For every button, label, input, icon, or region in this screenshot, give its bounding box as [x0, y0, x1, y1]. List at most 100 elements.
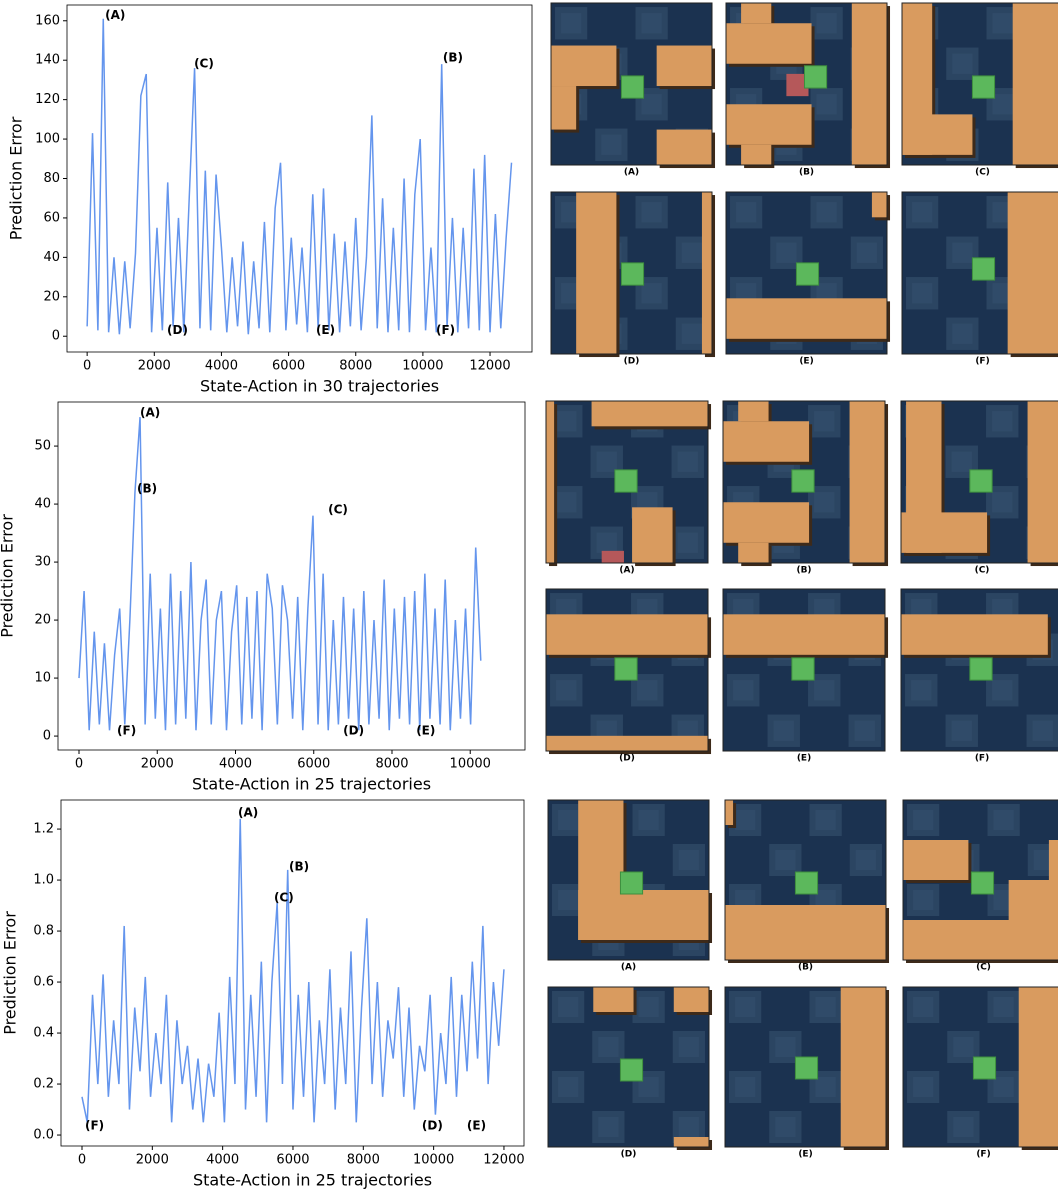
annotation: (F): [85, 1119, 104, 1133]
thumbnail: [722, 400, 889, 567]
wall: [1012, 3, 1058, 165]
agent: [970, 871, 995, 895]
y-tick-label: 0.8: [33, 924, 54, 939]
thumbnail-frame: [724, 986, 887, 1148]
wall: [546, 735, 708, 751]
thumbnail-label: (C): [975, 168, 990, 178]
y-tick-label: 60: [43, 210, 60, 225]
annotation: (D): [167, 323, 188, 337]
wall: [551, 45, 617, 87]
annotation: (A): [105, 8, 125, 22]
thumbnail-label: (F): [975, 754, 989, 764]
x-tick-label: 12000: [483, 1153, 524, 1168]
y-tick-label: 30: [34, 555, 51, 570]
wall: [726, 23, 812, 64]
agent: [791, 469, 815, 493]
wall: [593, 987, 634, 1012]
wall: [725, 905, 886, 960]
x-tick-label: 10000: [402, 359, 443, 374]
x-tick-label: 2000: [138, 359, 171, 374]
thumbnail-label: (D): [619, 754, 635, 764]
agent: [619, 871, 644, 895]
x-axis-label: State-Action in 25 trajectories: [192, 775, 431, 794]
wall: [701, 192, 712, 354]
thumbnail-frame: [547, 986, 710, 1148]
thumbnail: [547, 986, 713, 1150]
y-tick-label: 140: [35, 53, 60, 68]
agent: [972, 1056, 997, 1080]
agent: [794, 1056, 819, 1080]
thumbnail-label: (C): [975, 566, 990, 576]
y-tick-label: 20: [43, 289, 60, 304]
wall: [576, 192, 617, 354]
annotation: (E): [416, 723, 435, 737]
thumbnail-frame: [901, 2, 1058, 166]
thumbnail-frame: [545, 400, 709, 564]
agent: [619, 1058, 644, 1082]
agent: [969, 657, 993, 681]
thumbnail-label: (B): [799, 168, 814, 178]
thumbnail-label: (C): [976, 963, 991, 973]
annotation: (B): [443, 51, 463, 65]
y-tick-label: 1.0: [33, 873, 54, 888]
thumbnail-frame: [724, 799, 887, 961]
wall: [656, 45, 712, 87]
wall: [591, 401, 708, 427]
wall: [632, 507, 673, 563]
agent: [614, 469, 638, 493]
thumbnail: [545, 400, 712, 567]
wall: [723, 502, 810, 543]
wall: [741, 3, 772, 24]
thumbnail-frame: [547, 799, 710, 961]
thumbnail: [725, 191, 891, 355]
wall: [723, 614, 885, 655]
wall: [551, 86, 577, 130]
annotation: (A): [140, 406, 160, 420]
annotation: (D): [422, 1119, 443, 1133]
agent: [971, 75, 996, 99]
thumbnail-frame: [902, 986, 1058, 1148]
thumbnail-label: (E): [797, 754, 811, 764]
data-line: [78, 417, 482, 731]
thumbnail-frame: [550, 191, 713, 355]
annotation: (F): [436, 323, 455, 337]
annotation: (C): [274, 891, 294, 905]
wall: [725, 800, 734, 825]
y-tick-label: 50: [34, 439, 51, 454]
thumbnail: [724, 986, 890, 1150]
thumbnail-label: (A): [621, 963, 636, 973]
y-tick-label: 1.2: [33, 822, 54, 837]
y-axis-label: Prediction Error: [0, 514, 17, 638]
x-tick-label: 4000: [205, 359, 238, 374]
y-tick-label: 0.6: [33, 975, 54, 990]
wall: [656, 129, 712, 165]
thumbnail-frame: [550, 2, 713, 166]
annotation: (B): [289, 860, 309, 874]
x-tick-label: 10000: [413, 1153, 454, 1168]
thumbnail-frame: [722, 400, 886, 564]
wall: [902, 114, 973, 155]
thumbnail-label: (E): [798, 1150, 812, 1160]
agent: [803, 65, 828, 89]
y-tick-label: 0.0: [33, 1128, 54, 1143]
wall: [1027, 401, 1058, 563]
y-tick-label: 80: [43, 171, 60, 186]
thumbnail-frame: [900, 588, 1058, 752]
annotation: (E): [467, 1119, 486, 1133]
thumbnail: [902, 986, 1058, 1150]
wall: [840, 987, 886, 1147]
y-tick-label: 120: [35, 92, 60, 107]
x-tick-label: 0: [75, 757, 83, 772]
thumbnail-frame: [725, 191, 888, 355]
wall: [901, 512, 988, 553]
thumbnail-frame: [725, 2, 888, 166]
thumbnail: [900, 588, 1058, 752]
y-tick-label: 0: [52, 329, 60, 344]
y-tick-label: 40: [34, 497, 51, 512]
wall: [1007, 192, 1058, 354]
annotation: (F): [117, 723, 136, 737]
agent: [795, 262, 820, 286]
thumbnail-frame: [900, 400, 1058, 564]
data-line: [86, 18, 513, 335]
